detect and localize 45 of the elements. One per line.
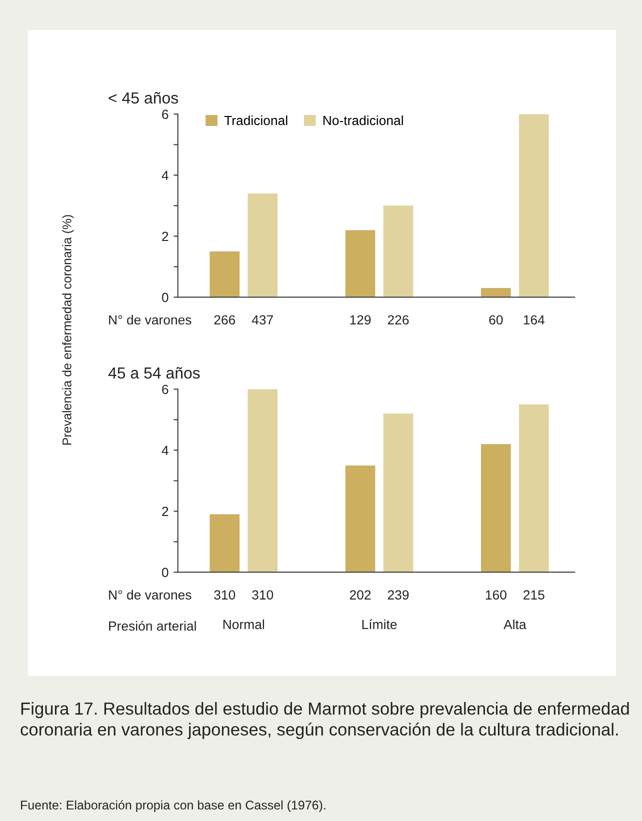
y-tick-label: 4 (162, 446, 168, 455)
x-tick-label: Límite (362, 619, 397, 630)
y-tick-label: 0 (162, 568, 168, 578)
source-note: Fuente: Elaboración propia con base en Cassel (1976). (21, 800, 326, 812)
bar (383, 414, 414, 572)
chart-title: 45 a 54 años (108, 367, 200, 379)
y-tick-label: 2 (162, 232, 168, 241)
bar (345, 465, 376, 572)
text: 60 (489, 315, 503, 325)
bar (345, 230, 376, 298)
bar (480, 288, 511, 298)
x-tick-label: Normal (223, 619, 264, 630)
text: 226 (388, 315, 409, 325)
text: N° de varones (109, 590, 192, 600)
y-axis-title: Prevalencia de enfermedad coronaria (%) (62, 215, 74, 445)
bar (248, 389, 278, 572)
text: 266 (214, 315, 236, 325)
x-tick-label: Alta (504, 619, 526, 630)
text: 215 (524, 590, 544, 600)
text: Figura 17. Resultados del estudio de Marmot sobre prevalencia de enfermedad coronaria en varones japoneses, según conservación de la cultura tradicional. (20, 702, 629, 740)
text: 164 (524, 315, 545, 325)
text: 310 (252, 590, 274, 600)
text: 310 (214, 590, 236, 600)
legend-label: No-tradicional (323, 115, 403, 126)
text: 129 (350, 315, 371, 325)
text: N° de varones (109, 314, 192, 325)
chart-title: < 45 años (108, 92, 178, 104)
y-tick-label: 4 (162, 170, 168, 180)
text: 437 (252, 315, 273, 325)
text: 202 (350, 590, 371, 600)
x-axis-title: Presión arterial (109, 620, 196, 631)
text: 239 (388, 590, 409, 600)
bar (480, 444, 511, 572)
bar (518, 404, 549, 572)
bar (248, 193, 278, 298)
bar (518, 114, 549, 298)
text: 160 (486, 590, 506, 600)
bar (383, 206, 414, 298)
y-tick-label: 6 (162, 110, 168, 120)
y-tick-label: 0 (162, 292, 168, 302)
y-tick-label: 6 (162, 384, 168, 394)
y-tick-label: 2 (162, 506, 168, 516)
legend-label: Tradicional (224, 115, 288, 126)
bar (210, 251, 240, 298)
bar (210, 514, 240, 572)
